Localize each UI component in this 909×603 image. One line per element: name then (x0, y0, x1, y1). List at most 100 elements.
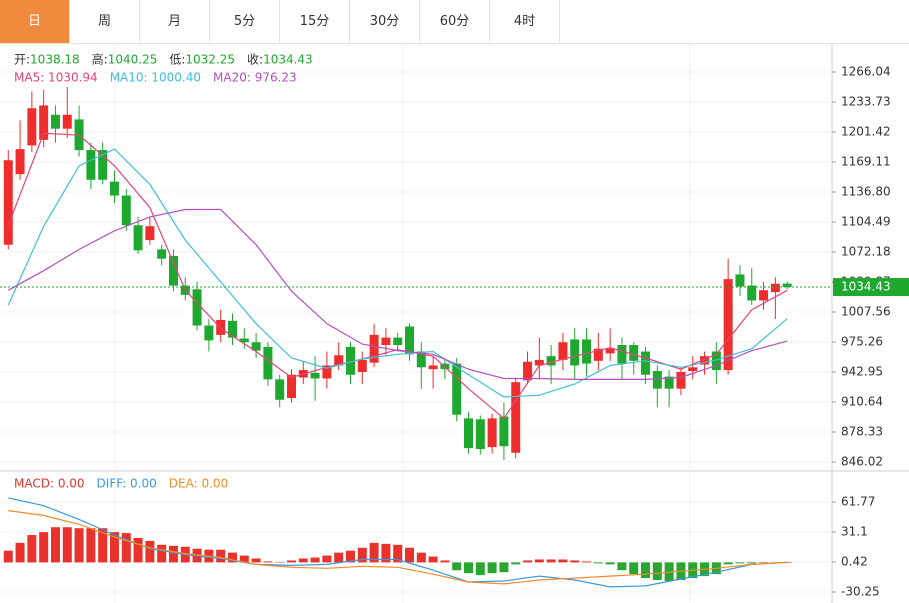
macd-bar (629, 562, 639, 575)
candle-body (464, 418, 474, 449)
macd-bar (511, 562, 521, 565)
candle-body (759, 290, 769, 301)
macd-bar (546, 559, 556, 563)
candle-body (133, 225, 143, 251)
macd-bar (168, 545, 178, 563)
tab[interactable]: 日 (0, 0, 70, 43)
candle-body (475, 419, 485, 450)
macd-bar (452, 562, 462, 571)
candle-body (629, 345, 639, 361)
candle-body (192, 289, 202, 326)
macd-bar (145, 540, 155, 563)
legend-entry: MA5: 1030.94 (14, 71, 98, 85)
macd-bar (499, 562, 509, 573)
macd-bar (86, 528, 96, 563)
y-tick-label: 942.95 (841, 364, 883, 378)
candle-body (15, 149, 25, 175)
candle-body (275, 379, 285, 400)
y-tick-label: 975.26 (841, 334, 883, 348)
macd-bar (251, 558, 261, 563)
macd-bar (534, 559, 544, 563)
last-price-box (833, 278, 909, 297)
y-tick-label: -30.25 (841, 584, 880, 598)
candle-body (286, 374, 296, 398)
candle-body (227, 320, 237, 338)
macd-bar (50, 527, 60, 563)
macd-bar (582, 561, 592, 563)
macd-bar (39, 532, 49, 563)
ohlc-label: 高: (92, 52, 108, 67)
candle-body (216, 319, 226, 335)
candle-body (511, 382, 521, 453)
candle-body (334, 355, 344, 366)
macd-bar (121, 533, 131, 563)
tab[interactable]: 月 (140, 0, 210, 43)
y-tick-label: 1169.11 (841, 155, 891, 169)
candle-body (204, 325, 214, 341)
candle-body (664, 376, 674, 389)
candle-body (641, 351, 651, 375)
macd-bar (405, 547, 415, 563)
macd-bar (109, 532, 119, 563)
candle-body (428, 365, 438, 370)
macd-bar (416, 552, 426, 563)
y-tick-label: 846.02 (841, 454, 883, 468)
macd-bar (747, 562, 757, 564)
macd-bar (440, 560, 450, 563)
tab[interactable]: 4时 (490, 0, 560, 43)
macd-bar (464, 562, 474, 574)
macd-bar (369, 542, 379, 563)
macd-bar (381, 543, 391, 563)
ohlc-label: 收: (247, 53, 263, 67)
candle-body (405, 326, 415, 355)
macd-bar (593, 562, 603, 564)
macd-bar (759, 562, 769, 563)
macd-bar (286, 560, 296, 563)
candle-body (523, 361, 533, 381)
macd-bar (346, 550, 356, 563)
ohlc-value: 1034.43 (263, 53, 313, 67)
macd-bar (227, 552, 237, 563)
ohlc-value: 1040.25 (108, 53, 158, 67)
macd-bar (62, 527, 72, 563)
candle-body (357, 359, 367, 372)
macd-bar (428, 556, 438, 563)
legend-entry: MA20: 976.23 (213, 71, 297, 85)
y-tick-label: 1233.73 (841, 95, 891, 109)
legend-entry: DEA: 0.00 (169, 477, 228, 491)
macd-bar (605, 562, 615, 565)
y-tick-label: 0.42 (841, 555, 868, 569)
candle-body (652, 371, 662, 389)
candle-body (121, 195, 131, 226)
macd-bar (15, 542, 25, 563)
ohlc-value: 1038.18 (30, 53, 80, 67)
macd-bar (98, 528, 108, 563)
macd-bar (239, 555, 249, 563)
tab[interactable]: 15分 (280, 0, 350, 43)
candle-body (39, 105, 49, 140)
candle-body (62, 114, 72, 129)
macd-bar (322, 555, 332, 563)
tab[interactable]: 60分 (420, 0, 490, 43)
indicator-line (8, 208, 788, 380)
candle-body (593, 348, 603, 361)
candle-body (27, 108, 37, 146)
candle-body (582, 339, 592, 364)
macd-bar (157, 544, 167, 563)
ohlc-label: 开: (14, 53, 30, 67)
macd-bar (723, 562, 733, 565)
candle-body (546, 356, 556, 366)
macd-bar (298, 558, 308, 563)
tab[interactable]: 周 (70, 0, 140, 43)
macd-bar (216, 549, 226, 563)
macd-bar (523, 560, 533, 563)
candle-body (770, 283, 780, 293)
indicator-line (7, 132, 788, 420)
tab[interactable]: 5分 (210, 0, 280, 43)
candle-body (676, 371, 686, 389)
macd-bar (334, 552, 344, 563)
tab[interactable]: 30分 (350, 0, 420, 43)
macd-bar (652, 562, 662, 581)
candle-body (157, 249, 167, 259)
